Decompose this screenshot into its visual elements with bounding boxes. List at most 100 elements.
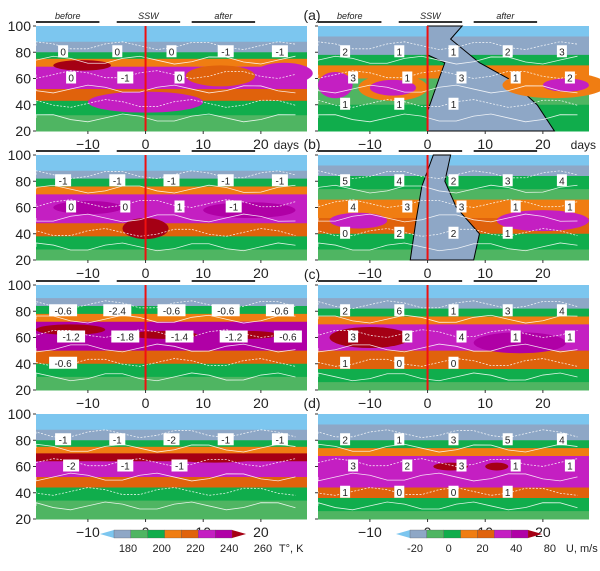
colorbar-segment [511,529,529,539]
color-band [36,414,307,431]
x-tick-label: 20 [535,395,551,411]
x-tick-label: 0 [142,395,150,411]
contour-label: 0 [115,47,121,58]
colorbar-segment [113,529,132,539]
contour-label: 4 [559,435,565,446]
contour-label-box [402,330,413,343]
contour-label: 1 [397,47,403,58]
period-label-before: before [337,11,363,21]
contour-label-box [394,45,405,58]
panel-a-right: 2 1 1 2 3 3 1 3 1 2 1 1 1 −10 0 10 20 days before SSW after [315,11,600,152]
panel-label: (a) [303,7,320,23]
contour-line [317,472,578,482]
contour-label: -1 [229,203,238,214]
y-tick-label: 20 [15,382,31,398]
colorbar-arrow-low [100,530,114,538]
contour-label-box [556,45,567,58]
contour-label: -1 [167,176,176,187]
x-tick-label: 20 [253,136,269,152]
contour-label: -1 [121,462,130,473]
x-tick-label: 20 [535,524,551,540]
x-tick-label: −10 [358,265,382,281]
contour-label-box [340,433,351,446]
contour-line [317,501,578,511]
contour-label-box [117,71,134,84]
contour-label: 3 [350,74,356,85]
contour-label: -1 [121,74,130,85]
x-tick-label: 10 [195,395,211,411]
contour-label-box [111,330,140,343]
contour-label: 1 [397,435,403,446]
colorbar-segment [147,529,165,539]
contour-label-box [448,174,459,187]
contour-label: -1 [113,435,122,446]
contour-label: 2 [451,229,457,240]
contour-line [317,213,578,223]
x-tick-label: 0 [142,136,150,152]
contour-label: 3 [459,462,465,473]
color-band [318,316,589,325]
y-tick-label: 40 [15,356,31,372]
color-band [36,249,307,261]
x-tick-label: 10 [477,265,493,281]
contour-label: 2 [342,435,348,446]
contour-label: 0 [451,359,457,370]
contour-label-box [109,174,126,187]
y-tick-label: 100 [8,18,32,34]
contour-label-box [402,200,413,213]
y-tick-label: 100 [8,277,32,293]
contour-line [317,184,578,194]
y-tick-label: 40 [15,485,31,501]
contour-label-box [55,174,72,187]
contour-label-box [49,356,78,369]
x-tick-label: 0 [142,265,150,281]
colorbar-tick: 20 [476,543,488,555]
contour-label: -1 [113,176,122,187]
color-blob [203,202,296,218]
color-blob [53,200,123,215]
contour-label-box [394,174,405,187]
colorbar-tick: 40 [510,543,522,555]
contour-label: 3 [505,176,511,187]
colorbar-tick: 180 [119,543,137,555]
color-band [318,189,589,201]
contour-label-box [564,200,575,213]
contour-label-box [340,97,351,110]
contour-label: 2 [342,306,348,317]
color-band [318,456,589,488]
color-band [36,298,307,307]
contour-label-box [157,304,186,317]
colorbar-tick: 0 [446,543,452,555]
color-band [318,369,589,383]
y-tick-label: 40 [15,97,31,113]
contour-label-box [448,304,459,317]
contour-label: -1.2 [62,333,80,344]
contour-label-box [394,304,405,317]
contour-line [317,55,578,65]
contour-label: 5 [505,435,511,446]
contour-label: 0 [123,203,129,214]
period-label-SSW: SSW [420,11,442,21]
contour-label: 0 [68,203,74,214]
color-blob [318,71,353,99]
contour-label: -2 [67,462,76,473]
contour-line [35,501,296,511]
colorbar-segment [443,529,461,539]
color-band [36,115,307,132]
contour-label-box [211,304,240,317]
contour-label-box [340,174,351,187]
contour-label-box [348,459,359,472]
panel-a-left: 0 0 0 -1 -1 0 -1 0 20 40 60 80 100 −10 0 10 20 days before… [8,11,313,152]
colorbar-tick: 260 [254,543,272,555]
contour-label: -0.6 [163,306,181,317]
contour-label-box [510,330,521,343]
colorbar-segment [215,529,233,539]
color-band [318,165,589,177]
contour-line [317,458,578,467]
contour-line [317,199,578,208]
contour-label: -2 [167,435,176,446]
color-blob [53,60,111,71]
contour-label: -1 [275,176,284,187]
